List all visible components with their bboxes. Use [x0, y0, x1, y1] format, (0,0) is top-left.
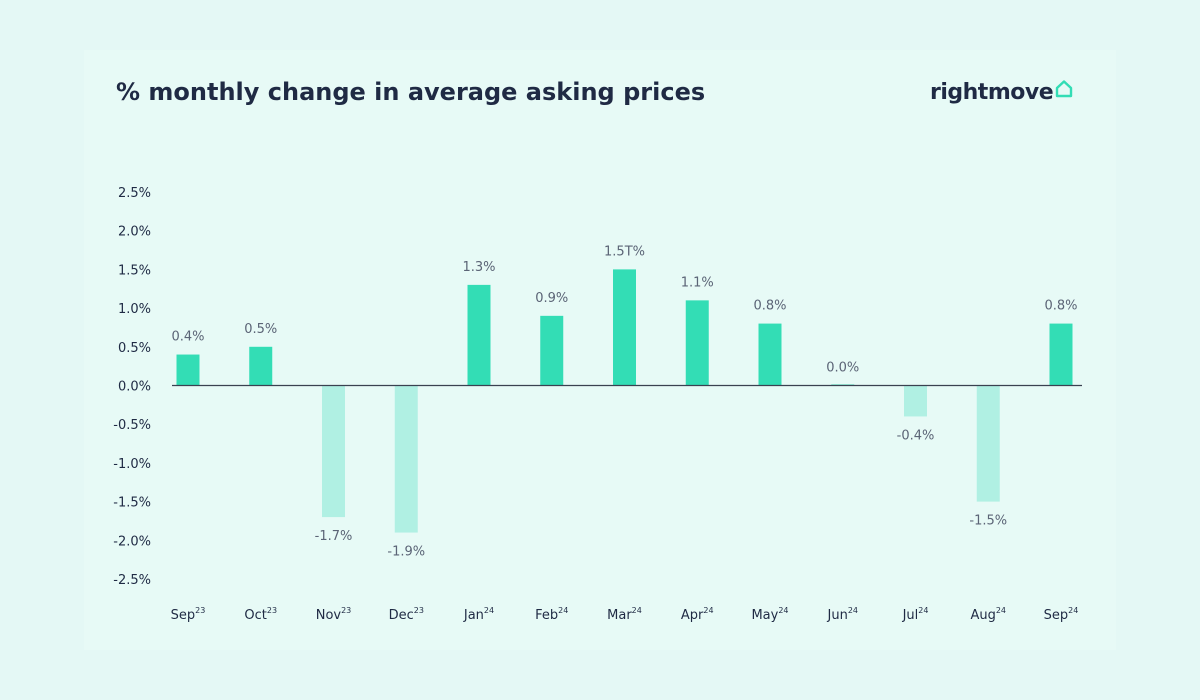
y-tick-label: 0.5% [118, 341, 151, 356]
x-tick-label: Dec23 [389, 606, 424, 623]
x-tick-month: Oct [244, 608, 266, 623]
x-tick-year: 23 [267, 606, 277, 615]
rightmove-logo[interactable]: rightmove [930, 80, 1073, 105]
data-labels: 0.4% 0.5% -1.7% -1.9% 1.3% 0.9% 1.5T% 1.1% 0.8% 0… [171, 244, 1077, 559]
bar [685, 300, 709, 386]
x-tick-label: Feb24 [535, 606, 568, 623]
data-label: 0.9% [535, 291, 568, 306]
data-label: 0.0% [826, 361, 859, 376]
x-tick-year: 23 [341, 606, 351, 615]
bar [176, 354, 200, 386]
x-tick-month: Sep [1044, 608, 1069, 623]
bar [394, 385, 418, 533]
bar [1049, 323, 1073, 386]
data-label: 1.5T% [604, 244, 645, 259]
x-tick-year: 24 [703, 606, 713, 615]
logo-text: rightmove [930, 80, 1054, 105]
data-label: 0.5% [244, 322, 277, 337]
data-label: -1.9% [387, 545, 425, 560]
data-label: -1.7% [315, 529, 353, 544]
data-label: -1.5% [969, 514, 1007, 529]
x-tick-label: Sep24 [1044, 606, 1079, 623]
y-tick-label: 2.0% [118, 225, 151, 240]
x-tick-label: Jun24 [827, 606, 859, 623]
y-tick-label: 1.0% [118, 302, 151, 317]
data-label: 1.3% [462, 260, 495, 275]
bar [467, 284, 491, 386]
x-tick-year: 24 [1068, 606, 1078, 615]
x-tick-month: Jan [463, 608, 484, 623]
x-tick-label: Jul24 [902, 606, 929, 623]
x-tick-year: 24 [918, 606, 928, 615]
x-tick-year: 24 [632, 606, 642, 615]
chart-title: % monthly change in average asking price… [116, 78, 706, 106]
x-tick-label: Aug24 [970, 606, 1006, 623]
x-tick-month: Dec [389, 608, 414, 623]
data-label: 0.4% [171, 330, 204, 345]
y-tick-label: -2.5% [113, 573, 151, 588]
x-tick-month: Mar [607, 608, 632, 623]
bars [176, 269, 1073, 533]
x-tick-label: Oct23 [244, 606, 277, 623]
x-tick-year: 24 [848, 606, 858, 615]
data-label: 0.8% [753, 299, 786, 314]
x-tick-month: Jul [902, 608, 919, 623]
bar [904, 385, 927, 417]
x-tick-month: Aug [970, 608, 995, 623]
x-tick-year: 24 [996, 606, 1006, 615]
x-tick-label: Nov23 [316, 606, 352, 623]
x-tick-month: Apr [681, 608, 704, 623]
x-tick-month: Nov [316, 608, 342, 623]
x-tick-month: Jun [827, 608, 848, 623]
x-tick-year: 24 [558, 606, 568, 615]
house-icon [1055, 80, 1073, 98]
x-tick-year: 24 [778, 606, 788, 615]
bar [540, 315, 564, 386]
bar [249, 346, 273, 386]
y-tick-label: -1.0% [113, 457, 151, 472]
y-tick-label: -1.5% [113, 496, 151, 511]
x-tick-label: Mar24 [607, 606, 642, 623]
x-axis: Sep23 Oct23 Nov23 Dec23 Jan24 Feb24 Mar24 Apr24… [171, 606, 1079, 623]
x-tick-year: 23 [414, 606, 424, 615]
y-tick-label: 2.5% [118, 186, 151, 201]
y-tick-label: -2.0% [113, 534, 151, 549]
x-tick-month: May [751, 608, 778, 623]
x-tick-label: Apr24 [681, 606, 714, 623]
bar [976, 385, 1000, 502]
bar [322, 385, 345, 518]
x-tick-label: Jan24 [463, 606, 494, 623]
bar [613, 269, 636, 386]
data-label: 0.8% [1044, 299, 1077, 314]
x-tick-year: 23 [195, 606, 205, 615]
x-tick-label: Sep23 [171, 606, 206, 623]
x-tick-month: Sep [171, 608, 196, 623]
x-tick-label: May24 [751, 606, 788, 623]
x-tick-year: 24 [484, 606, 494, 615]
bar [758, 323, 782, 386]
y-axis: 2.5% 2.0% 1.5% 1.0% 0.5% 0.0% -0.5% -1.0% -1.5% -… [113, 186, 151, 588]
data-label: 1.1% [681, 275, 714, 290]
x-tick-month: Feb [535, 608, 558, 623]
y-tick-label: 0.0% [118, 380, 151, 395]
y-tick-label: -0.5% [113, 418, 151, 433]
y-tick-label: 1.5% [118, 263, 151, 278]
data-label: -0.4% [897, 428, 935, 443]
